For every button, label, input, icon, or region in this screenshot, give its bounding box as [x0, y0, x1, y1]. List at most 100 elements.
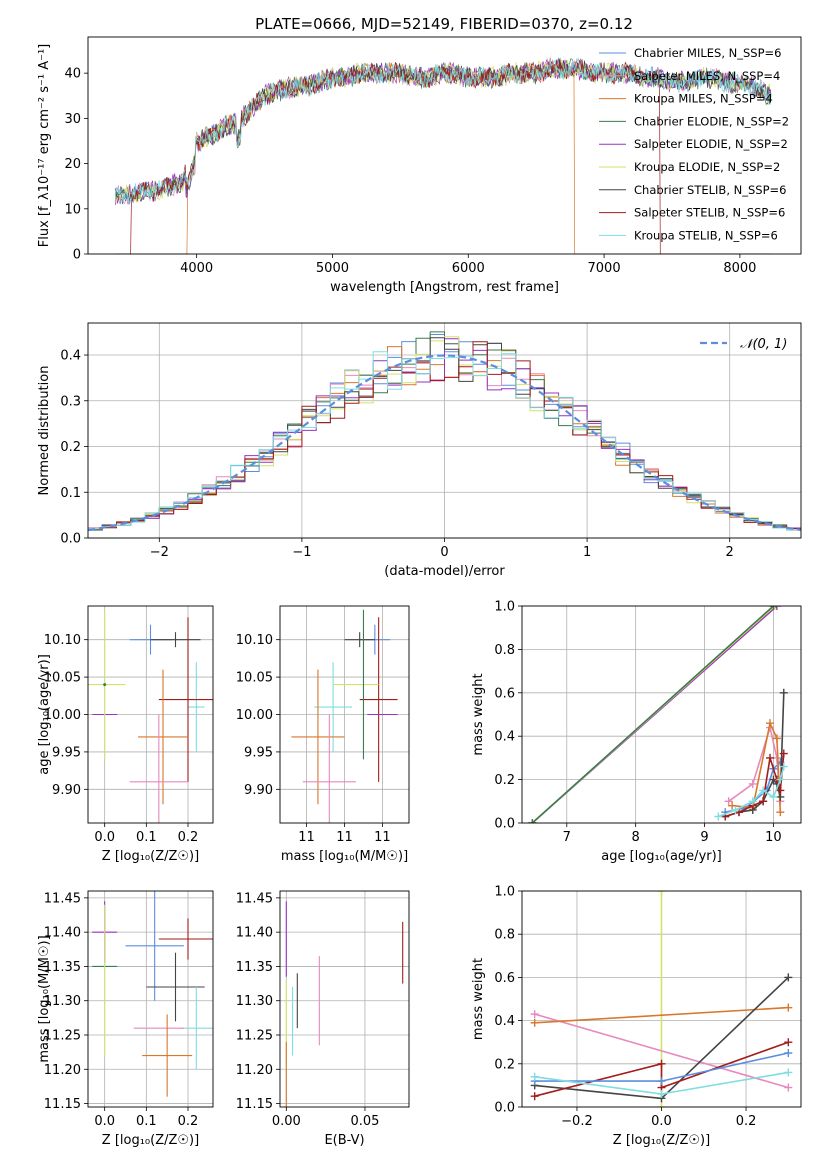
y-tick-label: 11.25	[236, 1029, 273, 1044]
x-tick-label: 2	[726, 545, 734, 560]
spectrum-line-kroupa-stelib	[114, 58, 772, 205]
axes-mass-vs-Z: 0.0 0.1 0.2 11.15 11.20 11.25 11.30 11.35 11.40 1…	[37, 890, 214, 1148]
x-tick-label: 8	[632, 830, 640, 845]
plus-marker	[772, 734, 781, 743]
y-tick-label: 1.0	[494, 600, 515, 615]
plot-area-weight-vs-age	[528, 606, 788, 823]
plus-marker	[772, 606, 781, 610]
weight-line-kroupa-miles	[534, 1006, 789, 1024]
y-tick-label: 11.25	[44, 1029, 81, 1044]
axes-frame	[279, 890, 410, 1108]
axes-residuals: −2 −1 0 1 2 0.0 0.1 0.2 0.3 0.4 (data-model)/error…	[37, 322, 802, 579]
plus-marker	[759, 786, 768, 795]
plus-marker	[657, 891, 666, 895]
y-tick-label: 10.00	[236, 708, 273, 723]
plot-area-weight-vs-Z	[530, 891, 793, 1107]
x-tick-label: −2	[150, 545, 169, 560]
plus-marker	[784, 1083, 793, 1092]
y-tick-label: 30	[64, 112, 81, 127]
y-tick-label: 9.90	[52, 783, 81, 798]
plus-marker	[530, 1072, 539, 1081]
axes-frame	[87, 890, 214, 1108]
plus-marker	[784, 1049, 793, 1057]
y-tick-label: 11.35	[44, 960, 81, 975]
histogram-salpeter-stelib	[88, 341, 801, 530]
y-axis-label: mass weight	[471, 958, 486, 1040]
x-tick-label: 7	[563, 830, 571, 845]
axes-age-vs-mass: 11 11 11 9.90 9.95 10.00 10.05 10.10 mass [log₁₀…	[236, 605, 410, 864]
plus-marker	[728, 801, 737, 810]
y-axis-label: mass [log₁₀(M/M☉)]	[37, 935, 52, 1062]
y-tick-label: 0.4	[60, 349, 81, 364]
y-axis-label: Normed distribution	[37, 366, 52, 496]
y-tick-label: 40	[64, 67, 81, 82]
plus-marker	[714, 812, 723, 821]
y-tick-label: 0.4	[494, 730, 515, 745]
y-tick-label: 9.95	[52, 745, 81, 760]
legend-entry: Kroupa STELIB, N_SSP=6	[634, 228, 778, 242]
x-tick-label: 4000	[180, 261, 213, 276]
histogram-kroupa-elodie	[88, 336, 801, 531]
y-tick-label: 9.90	[244, 783, 273, 798]
x-tick-label: 10	[765, 830, 782, 845]
x-tick-label: 8000	[723, 261, 756, 276]
plus-marker	[766, 719, 774, 728]
x-tick-label: 0.1	[136, 830, 157, 845]
x-tick-label: −1	[292, 545, 311, 560]
axes-frame	[521, 605, 802, 824]
y-tick-label: 11.35	[236, 960, 273, 975]
plus-marker	[530, 1018, 539, 1027]
y-tick-label: 0.4	[494, 1014, 515, 1029]
plus-marker	[776, 786, 785, 795]
axes-spectrum: 4000 5000 6000 7000 8000 0 10 20 30 40 wavelength …	[37, 36, 802, 295]
x-axis-label: E(B-V)	[324, 1133, 364, 1148]
plot-area-mass-vs-ebv	[285, 901, 404, 1107]
y-tick-label: 0	[73, 248, 81, 263]
y-tick-label: 0.0	[60, 532, 81, 547]
y-tick-label: 0.6	[494, 686, 515, 701]
legend-entry: Chabrier MILES, N_SSP=6	[634, 46, 781, 60]
x-axis-label: age [log₁₀(age/yr)]	[601, 849, 722, 864]
y-axis-label: Flux [f_λ10⁻¹⁷ erg cm⁻² s⁻¹ A⁻¹]	[37, 44, 52, 248]
plus-marker	[779, 688, 788, 697]
y-axis-label: age [log₁₀(age/yr)]	[37, 654, 52, 775]
plus-marker	[784, 1038, 793, 1047]
legend-entry: Salpeter STELIB, N_SSP=6	[634, 206, 785, 220]
y-tick-label: 0.6	[494, 971, 515, 986]
y-tick-label: 0.2	[494, 1057, 515, 1072]
plus-marker	[776, 775, 785, 784]
plus-marker	[769, 792, 778, 801]
legend-entry: Salpeter MILES, N_SSP=4	[634, 69, 780, 83]
y-tick-label: 0.0	[494, 817, 515, 832]
plus-marker	[724, 797, 733, 806]
y-tick-label: 0.8	[494, 643, 515, 658]
y-tick-label: 11.40	[236, 926, 273, 941]
x-tick-label: 11	[298, 830, 315, 845]
legend-entry: 𝒩(0, 1)	[740, 337, 787, 352]
legend-entry: Chabrier ELODIE, N_SSP=2	[634, 114, 789, 128]
axes-mass-vs-ebv: 0.00 0.05 11.15 11.20 11.25 11.30 11.35 11.40 11…	[236, 890, 410, 1148]
plus-marker	[657, 1103, 666, 1107]
y-tick-label: 10.05	[236, 671, 273, 686]
x-axis-label: Z [log₁₀(Z/Z☉)]	[613, 1133, 710, 1148]
plus-marker	[779, 762, 788, 771]
y-tick-label: 0.2	[494, 773, 515, 788]
axes-frame	[87, 605, 214, 824]
x-axis-label: wavelength [Angstrom, rest frame]	[330, 280, 559, 295]
plus-marker	[748, 797, 757, 806]
plus-marker	[530, 1010, 539, 1019]
legend-entry: Kroupa MILES, N_SSP=4	[634, 92, 773, 106]
legend-entry: Salpeter ELODIE, N_SSP=2	[634, 137, 788, 151]
x-axis-label: (data-model)/error	[384, 564, 505, 579]
weight-line-kroupa-stelib	[718, 766, 785, 818]
x-tick-label: 0.2	[178, 830, 199, 845]
x-tick-label: 7000	[588, 261, 621, 276]
plus-marker	[766, 753, 774, 762]
x-tick-label: 11	[336, 830, 353, 845]
plot-area-age-vs-Z	[88, 609, 213, 823]
x-tick-label: 1	[583, 545, 591, 560]
y-tick-label: 11.45	[44, 891, 81, 906]
plus-marker	[776, 808, 785, 817]
y-tick-label: 1.0	[494, 885, 515, 900]
axes-frame	[521, 890, 802, 1108]
